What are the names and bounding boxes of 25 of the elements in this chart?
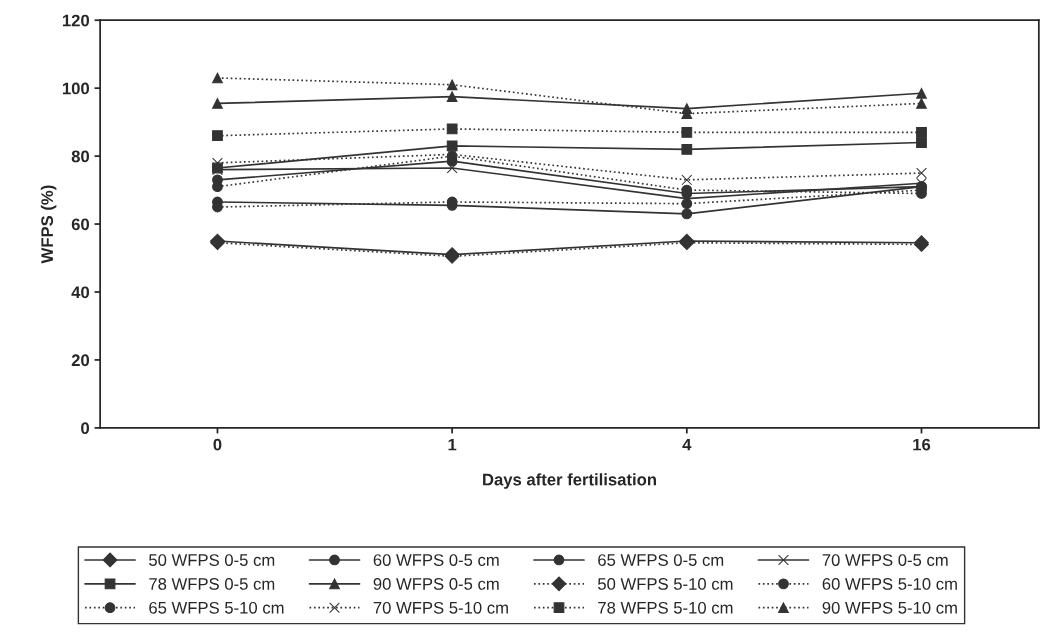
legend-label: 70 WFPS 0-5 cm <box>822 554 948 566</box>
x-tick-label: 1 <box>448 438 457 451</box>
legend-label: 65 WFPS 0-5 cm <box>598 554 724 566</box>
y-tick-label: 80 <box>71 150 90 163</box>
legend-label: 50 WFPS 5-10 cm <box>598 578 733 590</box>
legend-label: 90 WFPS 0-5 cm <box>373 578 499 590</box>
y-tick-label: 20 <box>71 354 90 367</box>
y-tick-label: 0 <box>81 422 90 435</box>
x-tick-label: 16 <box>913 438 931 451</box>
legend-label: 60 WFPS 0-5 cm <box>373 554 499 566</box>
y-tick-label: 100 <box>62 82 90 95</box>
legend-label: 65 WFPS 5-10 cm <box>149 601 284 614</box>
legend-label: 78 WFPS 5-10 cm <box>598 601 733 614</box>
y-tick-label: 120 <box>62 14 90 27</box>
legend-label: 60 WFPS 5-10 cm <box>822 578 957 590</box>
x-tick-label: 4 <box>682 438 692 451</box>
legend-label: 90 WFPS 5-10 cm <box>822 601 957 614</box>
legend-label: 78 WFPS 0-5 cm <box>149 578 275 590</box>
y-tick-label: 40 <box>71 286 90 299</box>
legend-label: 70 WFPS 5-10 cm <box>373 601 508 614</box>
x-tick-label: 0 <box>213 438 222 451</box>
x-axis-title: Days after fertilisation <box>483 473 656 489</box>
legend-label: 50 WFPS 0-5 cm <box>149 554 275 566</box>
y-tick-label: 60 <box>71 218 90 231</box>
y-axis-title: WFPS (%) <box>40 185 57 264</box>
